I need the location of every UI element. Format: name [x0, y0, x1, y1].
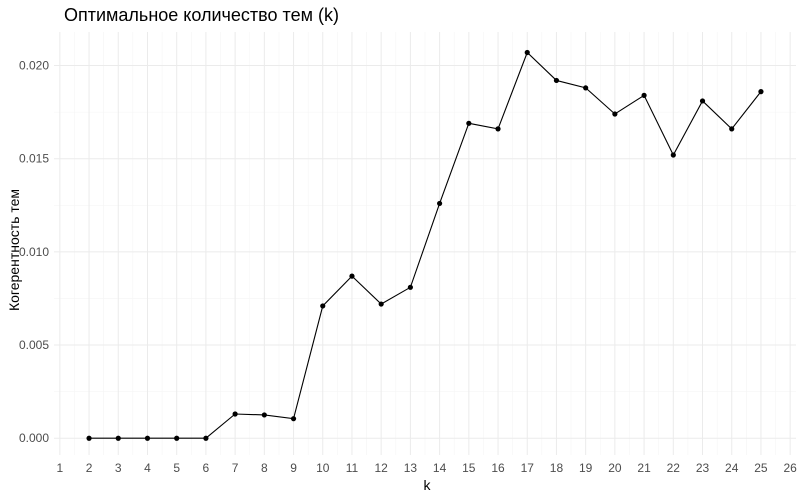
x-tick-label: 4 — [144, 461, 151, 475]
grid-minor — [54, 32, 796, 455]
data-point — [203, 435, 209, 441]
x-tick-label: 21 — [637, 461, 651, 475]
y-axis-ticks: 0.000 0.005 0.010 0.015 0.020 — [19, 59, 49, 446]
grid-major — [54, 32, 796, 455]
x-tick-label: 26 — [783, 461, 797, 475]
data-point — [524, 49, 530, 56]
data-point — [378, 301, 384, 307]
x-tick-label: 6 — [203, 461, 210, 475]
y-tick-label: 0.015 — [19, 152, 49, 166]
data-point — [612, 111, 618, 117]
data-point — [641, 92, 647, 98]
data-point — [407, 284, 413, 290]
x-tick-label: 17 — [521, 461, 535, 475]
x-tick-label: 9 — [290, 461, 297, 475]
x-tick-label: 10 — [316, 461, 330, 475]
x-tick-label: 13 — [404, 461, 418, 475]
data-point — [583, 85, 589, 91]
data-point — [320, 303, 326, 309]
x-tick-label: 11 — [346, 461, 359, 475]
x-axis-ticks: 1 2 3 4 5 6 7 8 9 10 11 12 13 14 15 16 17 18 19 20 21 22 23 24 2… — [56, 461, 797, 475]
x-tick-label: 16 — [491, 461, 505, 475]
x-axis-title: k — [424, 477, 432, 493]
x-tick-label: 25 — [754, 461, 768, 475]
data-point — [232, 411, 238, 417]
x-tick-label: 22 — [667, 461, 681, 475]
x-tick-label: 19 — [579, 461, 593, 475]
data-point — [670, 152, 676, 158]
data-point — [349, 273, 355, 279]
x-tick-label: 5 — [173, 461, 180, 475]
chart-title: Оптимальное количество тем (k) — [64, 5, 339, 25]
y-tick-label: 0.020 — [19, 59, 49, 73]
data-point — [553, 77, 560, 84]
data-point — [174, 435, 180, 441]
x-tick-label: 12 — [375, 461, 389, 475]
data-point — [261, 412, 267, 418]
data-point — [758, 89, 764, 95]
data-point — [86, 435, 92, 441]
x-tick-label: 20 — [608, 461, 622, 475]
y-tick-label: 0.000 — [19, 431, 49, 445]
x-tick-label: 24 — [725, 461, 739, 475]
x-tick-label: 14 — [433, 461, 447, 475]
x-tick-label: 15 — [462, 461, 476, 475]
y-tick-label: 0.005 — [19, 338, 49, 352]
data-point — [495, 126, 501, 132]
x-tick-label: 8 — [261, 461, 268, 475]
x-tick-label: 7 — [232, 461, 239, 475]
x-tick-label: 2 — [86, 461, 93, 475]
data-point — [115, 435, 121, 441]
data-point — [466, 120, 472, 126]
data-point — [729, 126, 735, 132]
x-tick-label: 18 — [550, 461, 564, 475]
series-line — [89, 51, 762, 439]
series-points-group — [86, 49, 764, 441]
y-tick-label: 0.010 — [19, 245, 49, 259]
x-tick-label: 23 — [696, 461, 710, 475]
series-line-group — [89, 51, 762, 439]
x-tick-label: 1 — [56, 461, 63, 475]
y-axis-title: Когерентность тем — [6, 189, 22, 311]
x-tick-label: 3 — [115, 461, 122, 475]
data-point — [290, 416, 297, 422]
data-point — [699, 98, 706, 104]
data-point — [437, 200, 443, 207]
data-point — [144, 435, 151, 441]
